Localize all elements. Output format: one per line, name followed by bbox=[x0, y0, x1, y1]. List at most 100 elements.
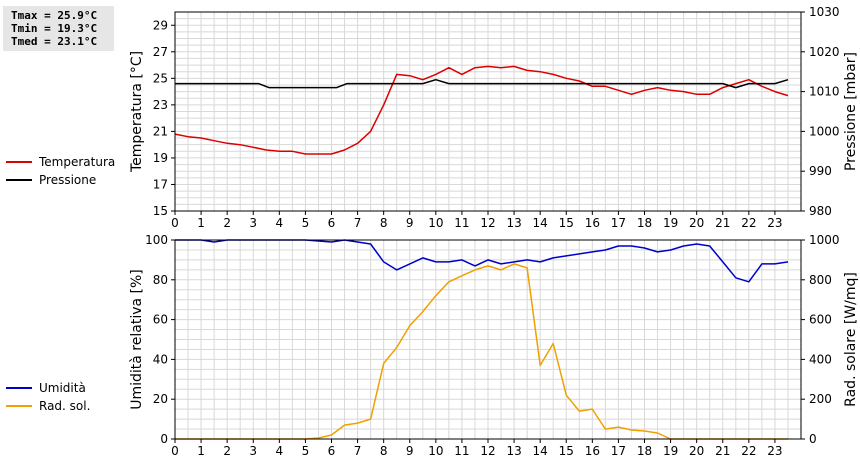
legend-top: Temperatura Pressione bbox=[6, 153, 115, 189]
top-x-tick-label: 22 bbox=[741, 216, 756, 230]
stats-box: Tmax = 25.9°C Tmin = 19.3°C Tmed = 23.1°… bbox=[3, 6, 114, 51]
top-y-tick-label: 21 bbox=[153, 124, 168, 138]
bottom-y-tick-label: 80 bbox=[153, 273, 168, 287]
legend-swatch-umidita bbox=[6, 387, 32, 389]
bottom-x-tick-label: 12 bbox=[480, 444, 495, 458]
legend-swatch-radsol bbox=[6, 405, 32, 407]
bottom-x-tick-label: 13 bbox=[506, 444, 521, 458]
legend-swatch-pressione bbox=[6, 179, 32, 181]
bottom-y2-tick-label: 800 bbox=[809, 273, 832, 287]
legend-label-pressione: Pressione bbox=[39, 173, 97, 187]
top-x-tick-label: 6 bbox=[328, 216, 336, 230]
stat-tmax: Tmax = 25.9°C bbox=[11, 9, 98, 22]
top-x-tick-label: 2 bbox=[223, 216, 231, 230]
top-x-tick-label: 8 bbox=[380, 216, 388, 230]
bottom-x-tick-label: 1 bbox=[197, 444, 205, 458]
bottom-x-tick-label: 18 bbox=[637, 444, 652, 458]
legend-swatch-temperatura bbox=[6, 161, 32, 163]
bottom-x-tick-label: 4 bbox=[276, 444, 284, 458]
top-x-tick-label: 3 bbox=[249, 216, 257, 230]
top-y-tick-label: 23 bbox=[153, 98, 168, 112]
bottom-x-tick-label: 5 bbox=[302, 444, 310, 458]
top-x-tick-label: 11 bbox=[454, 216, 469, 230]
top-x-tick-label: 23 bbox=[767, 216, 782, 230]
bottom-series-umidit bbox=[175, 239, 789, 283]
bottom-x-tick-label: 8 bbox=[380, 444, 388, 458]
legend-label-temperatura: Temperatura bbox=[39, 155, 116, 169]
bottom-y-tick-label: 100 bbox=[145, 233, 168, 247]
top-y2-tick-label: 1010 bbox=[809, 85, 840, 99]
bottom-y2-tick-label: 600 bbox=[809, 313, 832, 327]
bottom-y-axis-label: Umidità relativa [%] bbox=[129, 269, 145, 410]
top-x-tick-label: 12 bbox=[480, 216, 495, 230]
bottom-x-tick-label: 19 bbox=[663, 444, 678, 458]
top-y-tick-label: 27 bbox=[153, 45, 168, 59]
legend-label-radsol: Rad. sol. bbox=[39, 399, 91, 413]
top-y-tick-label: 29 bbox=[153, 18, 168, 32]
top-x-tick-label: 7 bbox=[354, 216, 362, 230]
top-x-tick-label: 16 bbox=[585, 216, 600, 230]
bottom-x-tick-label: 21 bbox=[715, 444, 730, 458]
bottom-y2-tick-label: 0 bbox=[809, 432, 817, 446]
top-series-temperatura bbox=[174, 65, 789, 155]
legend-item-temperatura: Temperatura bbox=[6, 153, 115, 171]
bottom-x-tick-label: 15 bbox=[559, 444, 574, 458]
top-y-axis-label: Temperatura [°C] bbox=[129, 51, 145, 173]
top-y2-tick-label: 1000 bbox=[809, 124, 840, 138]
top-x-tick-label: 15 bbox=[559, 216, 574, 230]
top-y-tick-label: 19 bbox=[153, 151, 168, 165]
bottom-chart: 0 1 2 3 4 5 6 7 8 9 10 11 12 13 14 15 16 17 18 19 20 21 22 2302… bbox=[129, 233, 859, 458]
stat-tmed: Tmed = 23.1°C bbox=[11, 35, 98, 48]
bottom-x-tick-label: 3 bbox=[249, 444, 257, 458]
top-x-tick-label: 10 bbox=[428, 216, 443, 230]
legend-item-umidita: Umidità bbox=[6, 379, 90, 397]
bottom-x-tick-label: 7 bbox=[354, 444, 362, 458]
top-x-tick-label: 18 bbox=[637, 216, 652, 230]
bottom-x-tick-label: 6 bbox=[328, 444, 336, 458]
top-x-tick-label: 13 bbox=[506, 216, 521, 230]
top-y-tick-label: 25 bbox=[153, 71, 168, 85]
top-chart: 0 1 2 3 4 5 6 7 8 9 10 11 12 13 14 15 16 17 18 19 20 21 22 2315… bbox=[129, 5, 859, 230]
top-y2-tick-label: 1020 bbox=[809, 45, 840, 59]
bottom-y-tick-label: 20 bbox=[153, 392, 168, 406]
legend-item-pressione: Pressione bbox=[6, 171, 115, 189]
bottom-y-tick-label: 40 bbox=[153, 352, 168, 366]
top-y2-tick-label: 990 bbox=[809, 164, 832, 178]
legend-item-radsol: Rad. sol. bbox=[6, 397, 90, 415]
top-y2-tick-label: 980 bbox=[809, 204, 832, 218]
top-x-tick-label: 19 bbox=[663, 216, 678, 230]
top-x-tick-label: 20 bbox=[689, 216, 704, 230]
bottom-x-tick-label: 17 bbox=[611, 444, 626, 458]
top-y-tick-label: 15 bbox=[153, 204, 168, 218]
bottom-x-tick-label: 23 bbox=[767, 444, 782, 458]
top-x-tick-label: 21 bbox=[715, 216, 730, 230]
bottom-x-tick-label: 22 bbox=[741, 444, 756, 458]
top-x-tick-label: 1 bbox=[197, 216, 205, 230]
bottom-y2-tick-label: 400 bbox=[809, 352, 832, 366]
bottom-x-tick-label: 10 bbox=[428, 444, 443, 458]
bottom-y2-tick-label: 1000 bbox=[809, 233, 840, 247]
bottom-y-tick-label: 60 bbox=[153, 313, 168, 327]
bottom-x-tick-label: 9 bbox=[406, 444, 414, 458]
legend-bottom: Umidità Rad. sol. bbox=[6, 379, 90, 415]
top-x-tick-label: 14 bbox=[533, 216, 548, 230]
stat-tmin: Tmin = 19.3°C bbox=[11, 22, 98, 35]
bottom-y2-axis-label: Rad. solare [W/mq] bbox=[843, 272, 859, 407]
top-x-tick-label: 4 bbox=[276, 216, 284, 230]
bottom-x-tick-label: 11 bbox=[454, 444, 469, 458]
legend-label-umidita: Umidità bbox=[39, 381, 86, 395]
bottom-y2-tick-label: 200 bbox=[809, 392, 832, 406]
bottom-x-tick-label: 0 bbox=[171, 444, 179, 458]
bottom-x-tick-label: 14 bbox=[533, 444, 548, 458]
top-series-pressione bbox=[175, 78, 789, 89]
top-x-tick-label: 17 bbox=[611, 216, 626, 230]
top-y-tick-label: 17 bbox=[153, 177, 168, 191]
top-x-tick-label: 9 bbox=[406, 216, 414, 230]
bottom-series-rad-sol bbox=[175, 263, 788, 440]
bottom-y-tick-label: 0 bbox=[160, 432, 168, 446]
top-x-tick-label: 5 bbox=[302, 216, 310, 230]
bottom-x-tick-label: 2 bbox=[223, 444, 231, 458]
bottom-x-tick-label: 20 bbox=[689, 444, 704, 458]
top-y2-tick-label: 1030 bbox=[809, 5, 840, 19]
